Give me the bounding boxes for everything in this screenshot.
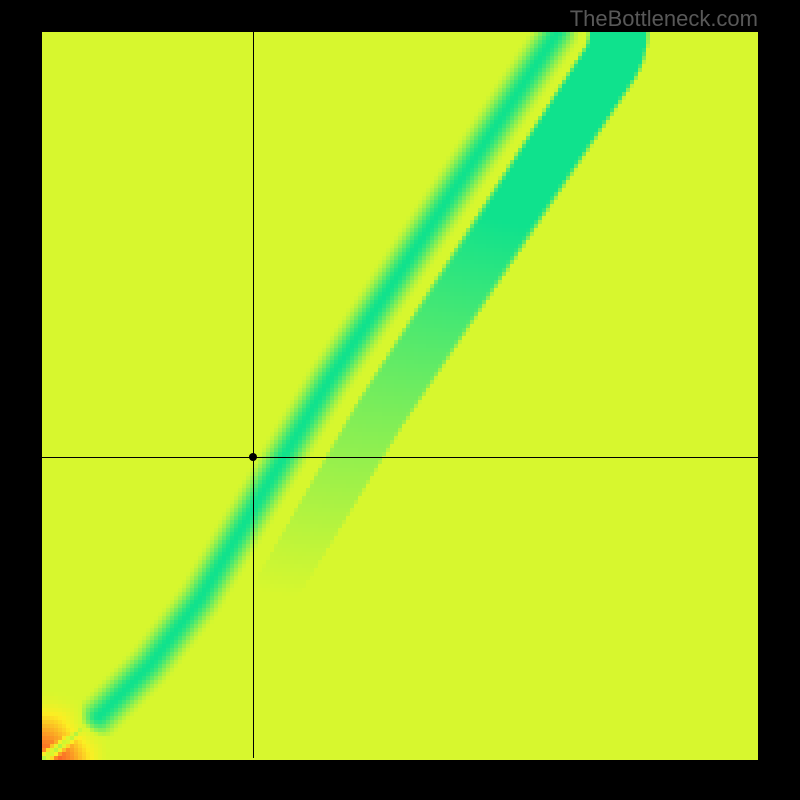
crosshair-dot <box>249 453 257 461</box>
crosshair-horizontal <box>42 457 758 458</box>
watermark-text: TheBottleneck.com <box>570 6 758 32</box>
frame: TheBottleneck.com <box>0 0 800 800</box>
crosshair-vertical <box>253 32 254 758</box>
heatmap-canvas <box>42 32 758 760</box>
heatmap-plot <box>42 32 758 758</box>
